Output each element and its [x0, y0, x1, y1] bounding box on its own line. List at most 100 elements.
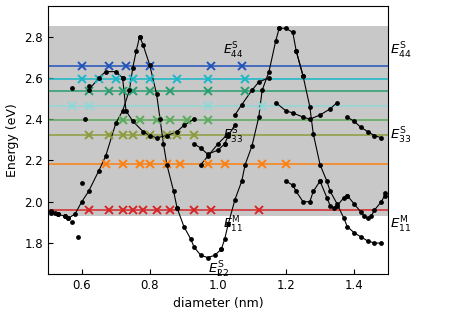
Point [82, 117, 89, 122]
Point [68, 220, 75, 225]
Point [248, 88, 256, 93]
Point [272, 38, 280, 43]
Point [95, 75, 102, 80]
Point [344, 193, 351, 198]
Point [310, 189, 317, 194]
Point [173, 205, 181, 210]
Point [248, 143, 256, 149]
Point [180, 224, 188, 229]
Point [126, 88, 133, 93]
Point [221, 141, 228, 146]
Point [211, 253, 219, 258]
Point [122, 108, 130, 113]
Point [292, 48, 300, 53]
Point [160, 141, 167, 146]
Point [218, 247, 225, 252]
Point [323, 179, 331, 184]
Point [85, 88, 92, 93]
Point [292, 48, 300, 53]
Point [146, 133, 154, 138]
Point [54, 212, 62, 217]
Y-axis label: Energy (eV): Energy (eV) [6, 103, 18, 177]
Point [139, 129, 147, 134]
Bar [48, 26, 388, 216]
Point [214, 141, 222, 146]
Point [306, 104, 314, 109]
Point [350, 119, 358, 124]
Point [377, 135, 385, 140]
Point [364, 216, 372, 221]
Text: $E^{\mathrm{S}}_{22}$: $E^{\mathrm{S}}_{22}$ [208, 259, 229, 280]
Point [357, 125, 365, 130]
Point [265, 75, 273, 80]
Point [71, 212, 79, 217]
Point [344, 114, 351, 119]
Text: $E^{\mathregular{S}}_{44}$: $E^{\mathregular{S}}_{44}$ [223, 41, 244, 61]
Point [371, 240, 378, 246]
Point [136, 34, 144, 39]
Point [187, 236, 194, 241]
Point [153, 135, 160, 140]
Point [282, 179, 290, 184]
Point [119, 75, 127, 80]
Point [340, 195, 347, 200]
Point [350, 230, 358, 235]
Point [163, 133, 171, 138]
Point [218, 247, 225, 252]
Point [299, 199, 307, 204]
Point [180, 123, 188, 128]
Point [258, 88, 266, 93]
Point [364, 239, 372, 244]
Point [153, 92, 160, 97]
Point [119, 75, 127, 80]
Point [204, 152, 211, 157]
Point [282, 108, 290, 113]
Point [112, 121, 119, 126]
Point [68, 86, 75, 91]
Point [224, 222, 232, 227]
Point [54, 212, 62, 217]
Point [47, 209, 55, 214]
Point [361, 214, 368, 219]
Point [299, 73, 307, 78]
Point [333, 100, 341, 105]
Point [231, 112, 239, 118]
Point [156, 117, 164, 122]
Point [64, 216, 72, 221]
Point [190, 117, 198, 122]
Point [54, 212, 62, 217]
Point [299, 73, 307, 78]
Point [327, 106, 334, 111]
Point [289, 183, 297, 188]
Point [78, 199, 85, 204]
Point [139, 42, 147, 47]
Point [61, 214, 69, 219]
Point [112, 69, 119, 74]
Point [190, 141, 198, 146]
Point [316, 179, 324, 184]
Point [316, 162, 324, 167]
Point [238, 179, 246, 184]
Point [371, 208, 378, 213]
Point [275, 26, 283, 31]
Point [327, 189, 334, 194]
Point [197, 162, 205, 167]
Point [255, 79, 263, 84]
Point [306, 199, 314, 204]
Point [214, 148, 222, 153]
Point [306, 117, 314, 122]
Text: $E^{\mathregular{S}}_{33}$: $E^{\mathregular{S}}_{33}$ [223, 126, 243, 146]
Point [231, 197, 239, 202]
Point [224, 131, 232, 136]
Point [289, 30, 297, 35]
Point [299, 114, 307, 119]
Point [224, 133, 232, 138]
Point [146, 63, 154, 68]
Point [197, 146, 205, 151]
Point [344, 193, 351, 198]
Point [197, 253, 205, 258]
Point [231, 123, 239, 128]
Point [61, 214, 69, 219]
Text: $E^{\mathrm{S}}_{44}$: $E^{\mathrm{S}}_{44}$ [390, 41, 411, 61]
Point [132, 48, 140, 53]
